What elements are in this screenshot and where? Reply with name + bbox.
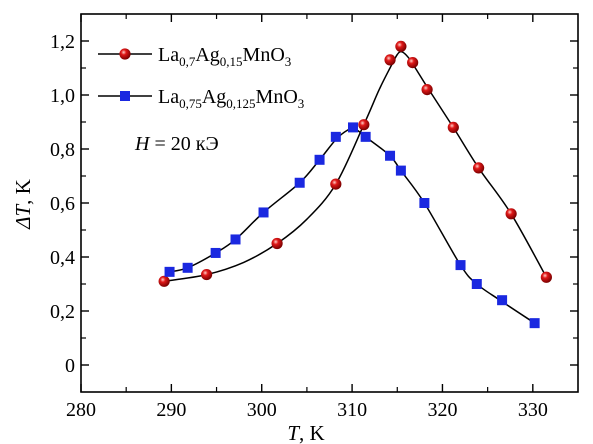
data-point-circle <box>201 268 213 281</box>
data-point-circle <box>505 208 517 220</box>
data-point-circle <box>271 237 283 250</box>
data-point-square <box>164 266 175 277</box>
y-tick-label: 0,2 <box>50 301 75 323</box>
x-tick-label: 280 <box>66 399 96 421</box>
data-point-square <box>360 131 371 142</box>
field-annotation: H = 20 кЭ <box>134 133 219 155</box>
y-tick-label: 0,6 <box>50 193 75 215</box>
data-point-circle <box>358 119 370 131</box>
data-point-square <box>330 131 341 142</box>
data-point-square <box>347 122 358 133</box>
x-tick-label: 300 <box>247 399 277 421</box>
series-markers <box>158 40 552 329</box>
x-axis-title: T, K <box>287 421 324 444</box>
data-point-circle <box>384 54 396 66</box>
y-tick-label: 0 <box>65 355 75 377</box>
x-axis: 280 290 300 310 320 330 <box>66 14 548 421</box>
data-point-square <box>385 150 396 161</box>
x-tick-label: 320 <box>427 399 457 421</box>
data-point-square <box>258 207 269 218</box>
data-point-circle <box>473 162 485 174</box>
data-point-square <box>419 198 430 208</box>
data-point-circle <box>158 275 170 287</box>
data-point-circle <box>447 121 459 133</box>
x-tick-label: 330 <box>518 399 548 421</box>
data-point-square <box>471 279 482 289</box>
data-point-square <box>455 260 466 271</box>
data-point-circle <box>330 178 342 190</box>
data-point-square <box>230 234 241 245</box>
data-point-square <box>182 262 193 273</box>
legend-label: La0,75Ag0,125MnO3 <box>158 86 304 111</box>
data-point-circle <box>395 40 407 53</box>
data-point-square <box>294 177 305 188</box>
data-point-circle <box>540 271 552 283</box>
y-tick-label: 1,2 <box>50 31 75 53</box>
data-point-circle <box>407 57 419 69</box>
data-point-square <box>529 318 540 329</box>
y-axis: 0 0,2 0,4 0,6 0,8 1,0 1,2 <box>50 31 578 377</box>
y-axis-title: ΔT, K <box>11 179 35 230</box>
y-tick-label: 1,0 <box>50 85 75 107</box>
legend-marker-circle <box>119 48 131 60</box>
data-point-square <box>314 154 325 165</box>
series-line-2 <box>169 127 536 324</box>
y-tick-label: 0,8 <box>50 139 75 161</box>
data-point-square <box>395 165 406 176</box>
x-tick-label: 290 <box>156 399 186 421</box>
legend: La0,7Ag0,15MnO3 La0,75Ag0,125MnO3 <box>98 44 304 111</box>
data-point-square <box>497 295 508 306</box>
y-tick-label: 0,4 <box>50 247 75 269</box>
legend-marker-square <box>120 91 130 101</box>
data-point-circle <box>421 84 433 96</box>
legend-label: La0,7Ag0,15MnO3 <box>158 44 291 69</box>
data-point-square <box>210 247 221 258</box>
x-tick-label: 310 <box>337 399 367 421</box>
